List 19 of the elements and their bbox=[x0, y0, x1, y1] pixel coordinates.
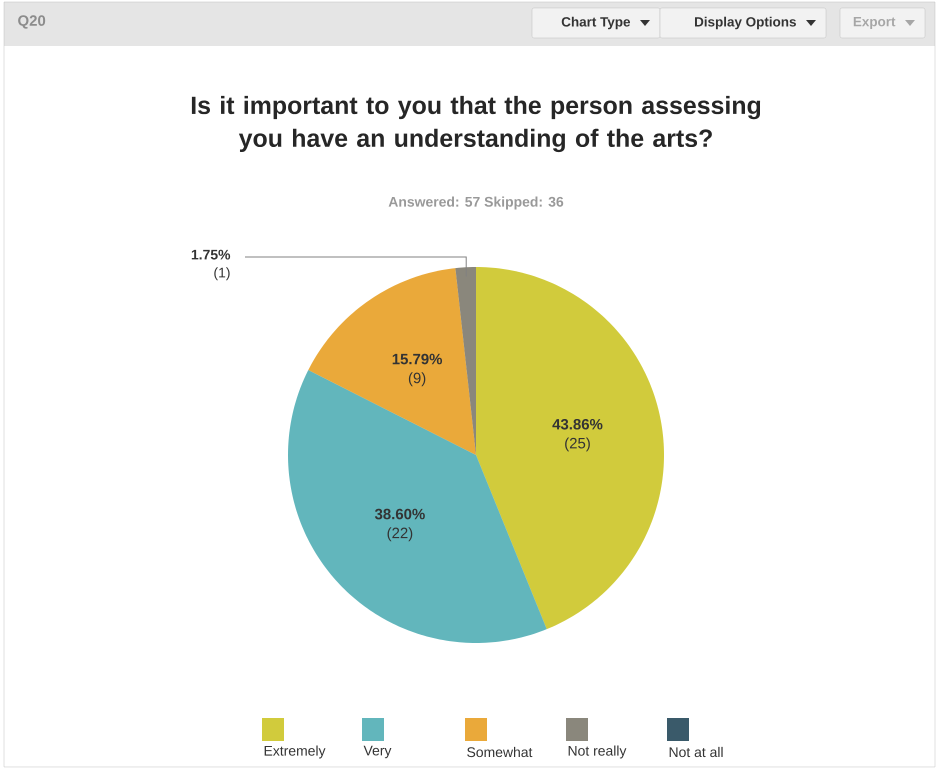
legend-label: Somewhat bbox=[467, 746, 532, 758]
chart-subtitle: Answered: 57 Skipped: 36 bbox=[388, 196, 564, 210]
chart-title: Is it important to you that the person assessing you have an understanding of the arts? bbox=[192, 96, 760, 152]
text: Export bbox=[854, 16, 896, 30]
legend-label: Not at all bbox=[670, 746, 723, 758]
data-label: 43.86% bbox=[552, 418, 602, 430]
legend-label: Very bbox=[364, 746, 392, 758]
text: Q20 bbox=[18, 15, 46, 29]
data-label: 38.60% bbox=[374, 508, 425, 520]
data-label: 1.75% bbox=[192, 250, 230, 260]
text: (25) bbox=[565, 437, 590, 452]
text: (22) bbox=[388, 527, 412, 542]
text: Chart Type bbox=[562, 16, 630, 30]
text: (1) bbox=[214, 267, 230, 280]
text: Display Options bbox=[695, 16, 796, 30]
legend-label: Extremely bbox=[264, 745, 326, 758]
text: (9) bbox=[408, 372, 426, 386]
data-label: 15.79% bbox=[392, 354, 442, 364]
legend-label: Not really bbox=[568, 745, 626, 758]
